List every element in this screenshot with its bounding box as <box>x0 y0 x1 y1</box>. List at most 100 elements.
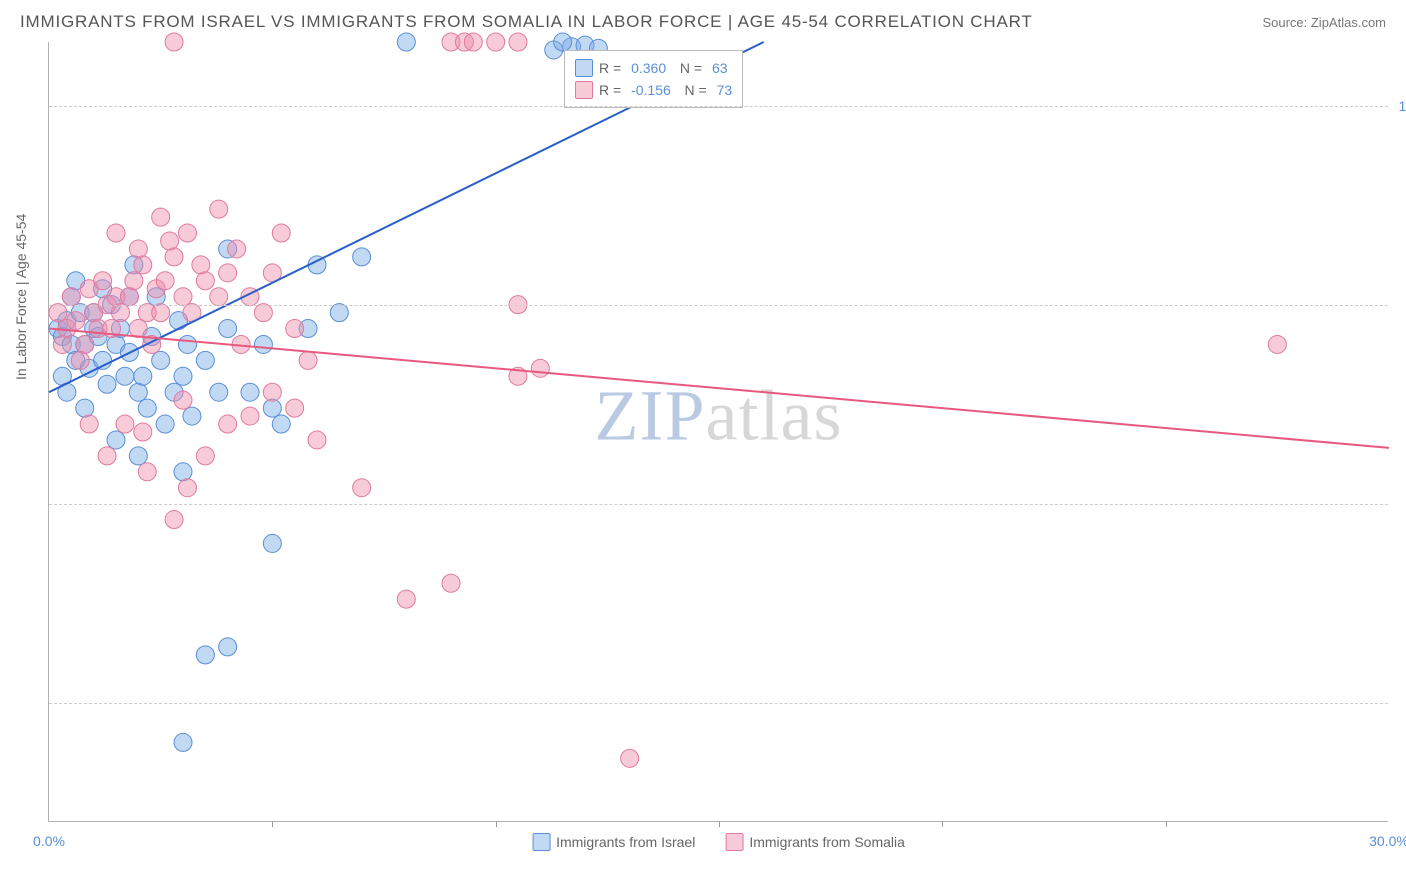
data-point <box>71 351 89 369</box>
n-label: N = <box>672 60 706 76</box>
data-point <box>178 335 196 353</box>
data-point <box>442 574 460 592</box>
legend-item-israel: Immigrants from Israel <box>532 833 695 851</box>
data-point <box>621 749 639 767</box>
grid-line-h <box>49 703 1388 704</box>
data-point <box>129 447 147 465</box>
data-point <box>353 248 371 266</box>
data-point <box>129 240 147 258</box>
x-minor-tick <box>496 821 497 827</box>
data-point <box>129 383 147 401</box>
legend-row-somalia: R = -0.156 N = 73 <box>575 79 732 101</box>
data-point <box>134 423 152 441</box>
grid-line-h <box>49 305 1388 306</box>
swatch-somalia-bottom <box>725 833 743 851</box>
data-point <box>120 288 138 306</box>
y-axis-title: In Labor Force | Age 45-54 <box>13 213 29 379</box>
source-label: Source: ZipAtlas.com <box>1262 15 1386 30</box>
data-point <box>299 351 317 369</box>
legend-row-israel: R = 0.360 N = 63 <box>575 57 732 79</box>
chart-area: In Labor Force | Age 45-54 ZIPatlas R = … <box>48 42 1388 822</box>
x-tick-label: 30.0% <box>1369 833 1406 849</box>
bottom-legend: Immigrants from Israel Immigrants from S… <box>532 833 905 851</box>
data-point <box>272 224 290 242</box>
data-point <box>152 304 170 322</box>
chart-title: IMMIGRANTS FROM ISRAEL VS IMMIGRANTS FRO… <box>20 12 1033 32</box>
data-point <box>228 240 246 258</box>
grid-line-h <box>49 504 1388 505</box>
data-point <box>80 415 98 433</box>
data-point <box>397 33 415 51</box>
data-point <box>165 33 183 51</box>
data-point <box>129 320 147 338</box>
data-point <box>192 256 210 274</box>
r-value-somalia: -0.156 <box>631 82 671 98</box>
data-point <box>1268 335 1286 353</box>
data-point <box>152 208 170 226</box>
data-point <box>174 391 192 409</box>
data-point <box>165 511 183 529</box>
data-point <box>161 232 179 250</box>
x-minor-tick <box>272 821 273 827</box>
data-point <box>254 304 272 322</box>
data-point <box>464 33 482 51</box>
data-point <box>67 312 85 330</box>
data-point <box>183 407 201 425</box>
data-point <box>219 264 237 282</box>
data-point <box>241 383 259 401</box>
correlation-legend: R = 0.360 N = 63 R = -0.156 N = 73 <box>564 50 743 108</box>
data-point <box>98 447 116 465</box>
data-point <box>196 646 214 664</box>
data-point <box>531 359 549 377</box>
swatch-somalia <box>575 81 593 99</box>
data-point <box>210 200 228 218</box>
legend-label-israel: Immigrants from Israel <box>556 834 695 850</box>
data-point <box>76 335 94 353</box>
data-point <box>49 304 67 322</box>
data-point <box>308 431 326 449</box>
r-label: R = <box>599 82 625 98</box>
data-point <box>111 304 129 322</box>
legend-item-somalia: Immigrants from Somalia <box>725 833 905 851</box>
data-point <box>107 431 125 449</box>
data-point <box>210 288 228 306</box>
data-point <box>76 399 94 417</box>
header: IMMIGRANTS FROM ISRAEL VS IMMIGRANTS FRO… <box>0 0 1406 42</box>
data-point <box>487 33 505 51</box>
data-point <box>353 479 371 497</box>
data-point <box>219 415 237 433</box>
data-point <box>134 256 152 274</box>
data-point <box>152 351 170 369</box>
data-point <box>107 224 125 242</box>
n-value-somalia: 73 <box>717 82 733 98</box>
data-point <box>286 320 304 338</box>
data-point <box>196 447 214 465</box>
data-point <box>178 224 196 242</box>
data-point <box>53 335 71 353</box>
y-tick-label: 100.0% <box>1399 98 1406 114</box>
data-point <box>272 415 290 433</box>
data-point <box>156 272 174 290</box>
data-point <box>116 415 134 433</box>
data-point <box>165 248 183 266</box>
x-minor-tick <box>719 821 720 827</box>
swatch-israel <box>575 59 593 77</box>
data-point <box>219 320 237 338</box>
data-point <box>174 288 192 306</box>
data-point <box>174 463 192 481</box>
data-point <box>286 399 304 417</box>
data-point <box>254 335 272 353</box>
data-point <box>330 304 348 322</box>
data-point <box>219 638 237 656</box>
r-value-israel: 0.360 <box>631 60 666 76</box>
data-point <box>134 367 152 385</box>
x-minor-tick <box>942 821 943 827</box>
grid-line-h <box>49 106 1388 107</box>
data-point <box>174 367 192 385</box>
data-point <box>125 272 143 290</box>
n-value-israel: 63 <box>712 60 728 76</box>
r-label: R = <box>599 60 625 76</box>
legend-label-somalia: Immigrants from Somalia <box>749 834 905 850</box>
data-point <box>138 399 156 417</box>
data-point <box>174 733 192 751</box>
